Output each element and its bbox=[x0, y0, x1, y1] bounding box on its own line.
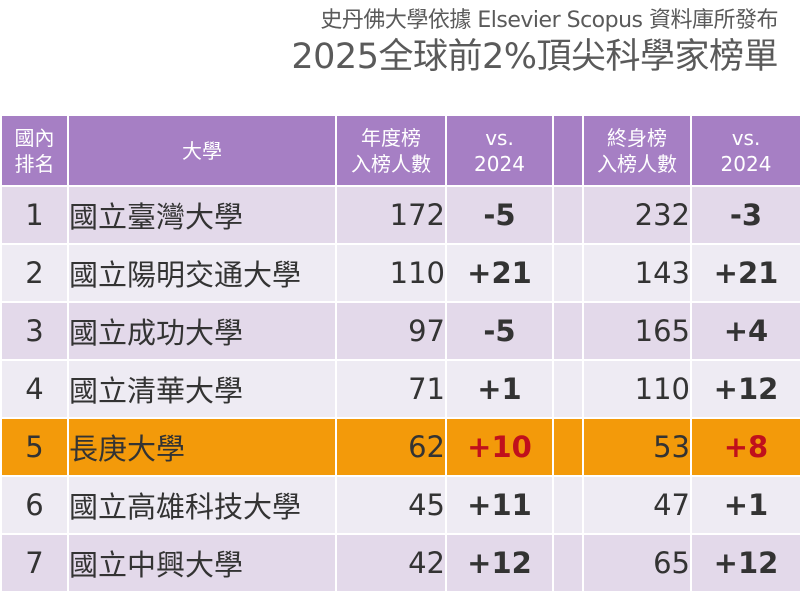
rank-cell: 1 bbox=[0, 185, 69, 245]
annual-vs-cell: +21 bbox=[445, 243, 554, 303]
annual-vs-cell: +10 bbox=[445, 417, 554, 477]
lifetime-count-cell: 47 bbox=[582, 475, 692, 535]
spacer-cell bbox=[552, 359, 584, 419]
column-header-annual-count: 年度榜 入榜人數 bbox=[335, 114, 447, 187]
spacer-cell bbox=[552, 243, 584, 303]
university-cell: 國立陽明交通大學 bbox=[67, 243, 337, 303]
spacer-cell bbox=[552, 533, 584, 593]
rank-cell: 7 bbox=[0, 533, 69, 593]
lifetime-vs-cell: -3 bbox=[690, 185, 800, 245]
rank-cell: 3 bbox=[0, 301, 69, 361]
lifetime-vs-cell: +12 bbox=[690, 359, 800, 419]
lifetime-count-cell: 65 bbox=[582, 533, 692, 593]
rank-cell: 2 bbox=[0, 243, 69, 303]
rank-cell: 4 bbox=[0, 359, 69, 419]
rank-cell: 6 bbox=[0, 475, 69, 535]
title-block: 史丹佛大學依據 Elsevier Scopus 資料庫所發布 2025全球前2%… bbox=[291, 6, 778, 78]
annual-count-cell: 97 bbox=[335, 301, 447, 361]
column-header-lifetime-vs: vs. 2024 bbox=[690, 114, 800, 187]
lifetime-vs-cell: +21 bbox=[690, 243, 800, 303]
lifetime-count-cell: 53 bbox=[582, 417, 692, 477]
column-header-annual-vs: vs. 2024 bbox=[445, 114, 554, 187]
annual-count-cell: 45 bbox=[335, 475, 447, 535]
rank-cell: 5 bbox=[0, 417, 69, 477]
annual-vs-cell: -5 bbox=[445, 185, 554, 245]
annual-count-cell: 110 bbox=[335, 243, 447, 303]
annual-vs-cell: +12 bbox=[445, 533, 554, 593]
lifetime-count-cell: 143 bbox=[582, 243, 692, 303]
university-cell: 國立成功大學 bbox=[67, 301, 337, 361]
table-row: 1 國立臺灣大學 172 -5 232 -3 bbox=[0, 185, 800, 245]
spacer-cell bbox=[552, 475, 584, 535]
annual-count-cell: 42 bbox=[335, 533, 447, 593]
lifetime-vs-cell: +4 bbox=[690, 301, 800, 361]
university-cell: 國立清華大學 bbox=[67, 359, 337, 419]
spacer-cell bbox=[552, 301, 584, 361]
annual-vs-cell: +11 bbox=[445, 475, 554, 535]
annual-count-cell: 172 bbox=[335, 185, 447, 245]
annual-vs-cell: -5 bbox=[445, 301, 554, 361]
column-header-university: 大學 bbox=[67, 114, 337, 187]
lifetime-count-cell: 165 bbox=[582, 301, 692, 361]
table-row: 4 國立清華大學 71 +1 110 +12 bbox=[0, 359, 800, 419]
university-cell: 長庚大學 bbox=[67, 417, 337, 477]
annual-vs-cell: +1 bbox=[445, 359, 554, 419]
table-header-row: 國內 排名 大學 年度榜 入榜人數 vs. 2024 終身榜 入榜人數 vs. … bbox=[0, 114, 800, 187]
table-row-highlighted: 5 長庚大學 62 +10 53 +8 bbox=[0, 417, 800, 477]
table-row: 3 國立成功大學 97 -5 165 +4 bbox=[0, 301, 800, 361]
ranking-table: 國內 排名 大學 年度榜 入榜人數 vs. 2024 終身榜 入榜人數 vs. … bbox=[0, 114, 800, 593]
table-row: 7 國立中興大學 42 +12 65 +12 bbox=[0, 533, 800, 593]
column-header-lifetime-count: 終身榜 入榜人數 bbox=[582, 114, 692, 187]
university-cell: 國立臺灣大學 bbox=[67, 185, 337, 245]
annual-count-cell: 71 bbox=[335, 359, 447, 419]
lifetime-count-cell: 110 bbox=[582, 359, 692, 419]
column-header-spacer bbox=[552, 114, 584, 187]
spacer-cell bbox=[552, 417, 584, 477]
lifetime-vs-cell: +8 bbox=[690, 417, 800, 477]
university-cell: 國立中興大學 bbox=[67, 533, 337, 593]
spacer-cell bbox=[552, 185, 584, 245]
page-title: 2025全球前2%頂尖科學家榜單 bbox=[291, 37, 778, 77]
table-row: 6 國立高雄科技大學 45 +11 47 +1 bbox=[0, 475, 800, 535]
lifetime-count-cell: 232 bbox=[582, 185, 692, 245]
lifetime-vs-cell: +12 bbox=[690, 533, 800, 593]
university-cell: 國立高雄科技大學 bbox=[67, 475, 337, 535]
table-row: 2 國立陽明交通大學 110 +21 143 +21 bbox=[0, 243, 800, 303]
column-header-rank: 國內 排名 bbox=[0, 114, 69, 187]
subtitle: 史丹佛大學依據 Elsevier Scopus 資料庫所發布 bbox=[320, 8, 778, 33]
lifetime-vs-cell: +1 bbox=[690, 475, 800, 535]
annual-count-cell: 62 bbox=[335, 417, 447, 477]
